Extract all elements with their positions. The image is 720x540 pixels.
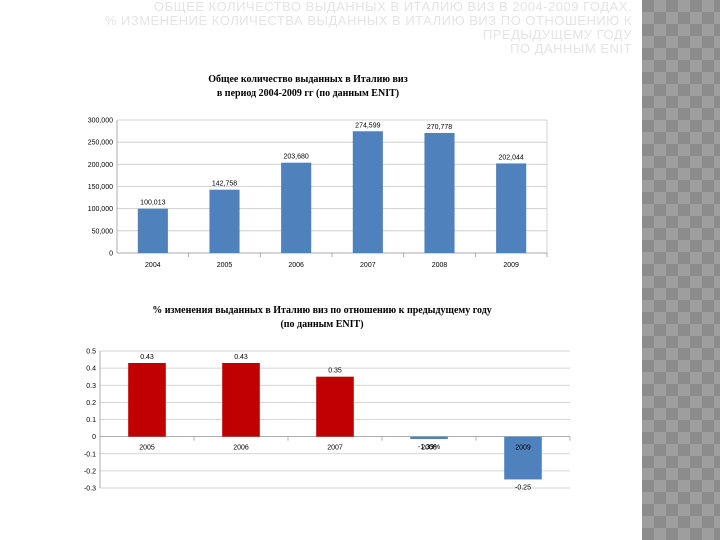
slide-title: ОБЩЕЕ КОЛИЧЕСТВО ВЫДАННЫХ В ИТАЛИЮ ВИЗ В… [80,0,632,56]
chart2-title-line-1: % изменения выданных в Италию виз по отн… [152,305,492,316]
x-tick-label: 2006 [233,445,249,452]
x-tick-label: 2009 [503,262,519,269]
y-tick-label: 250,000 [88,140,113,147]
data-label: 100,013 [140,200,165,207]
data-label: 202,044 [499,154,524,161]
visas-issued-chart: Общее количество выданных в Италию виз в… [88,74,548,269]
slide-title-line-1: ОБЩЕЕ КОЛИЧЕСТВО ВЫДАННЫХ В ИТАЛИЮ ВИЗ В… [153,0,632,14]
bar [496,163,527,253]
x-tick-label: 2004 [145,262,161,269]
bar [222,362,260,437]
y-tick-label: 300,000 [88,118,113,125]
data-label: 0.35 [328,368,342,375]
data-label: 270,778 [427,124,452,131]
decorative-side-pattern [642,0,720,540]
y-tick-label: -0.1 [84,451,96,458]
bar [352,131,383,253]
y-tick-label: 50,000 [92,228,114,235]
bar [504,436,542,480]
y-tick-label: 0.5 [86,349,96,356]
bar [209,189,240,253]
bar [281,162,312,253]
y-tick-label: 0.1 [86,417,96,424]
chart2-title-line-2: (по данным ENIT) [280,319,363,330]
bar [137,208,168,253]
data-label: 203,680 [284,154,309,161]
chart1-title-line-1: Общее количество выданных в Италию виз [208,74,407,85]
x-tick-label: 2005 [139,445,155,452]
y-tick-label: -0.3 [84,486,96,493]
y-tick-label: 0 [92,434,96,441]
y-tick-label: 200,000 [88,162,113,169]
x-tick-label: 2007 [327,445,343,452]
slide-title-line-4: ПО ДАННЫМ ENIT [510,42,632,56]
data-label: -1.39% [418,444,440,451]
data-label: 0.43 [234,354,248,361]
chart1-title-line-2: в период 2004-2009 гг (по данным ENIT) [217,88,399,99]
x-tick-label: 2009 [515,445,531,452]
y-tick-label: -0.2 [84,468,96,475]
data-label: -0.25 [515,484,531,491]
bar [128,362,166,437]
bar [410,436,448,440]
y-tick-label: 0.4 [86,366,96,373]
bar [316,376,354,437]
y-tick-label: 0.2 [86,400,96,407]
x-tick-label: 2006 [288,262,304,269]
x-tick-label: 2005 [217,262,233,269]
y-tick-label: 0.3 [86,383,96,390]
slide-title-line-2: % ИЗМЕНЕНИЕ КОЛИЧЕСТВА ВЫДАННЫХ В ИТАЛИЮ… [104,14,632,28]
y-tick-label: 150,000 [88,184,113,191]
x-tick-label: 2008 [421,445,437,452]
y-tick-label: 0 [109,251,113,258]
data-label: 0.43 [140,354,154,361]
data-label: 142,758 [212,181,237,188]
y-tick-label: 100,000 [88,206,113,213]
data-label: 274,599 [355,122,380,129]
visas-change-chart: % изменения выданных в Италию виз по отн… [84,305,571,493]
x-tick-label: 2008 [432,262,448,269]
x-tick-label: 2007 [360,262,376,269]
bar [424,132,455,253]
slide-title-line-3: ПРЕДЫДУЩЕМУ ГОДУ [482,28,632,42]
